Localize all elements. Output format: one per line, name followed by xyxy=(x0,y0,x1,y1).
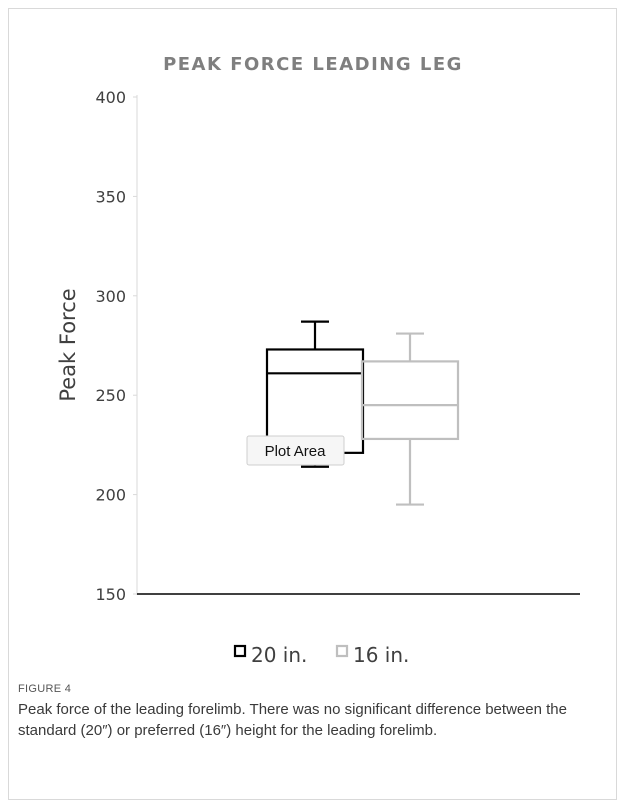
iqr-box xyxy=(360,360,460,441)
y-tick-label: 400 xyxy=(95,88,126,107)
chart: PEAK FORCE LEADING LEG Peak Force 150 200… xyxy=(56,54,580,667)
legend-label: 16 in. xyxy=(353,643,409,667)
figure-frame xyxy=(8,8,617,800)
tooltip-box xyxy=(246,435,345,466)
y-tick-label: 200 xyxy=(95,486,126,505)
legend-swatch xyxy=(233,644,247,658)
plot-area-tooltip: Plot Area xyxy=(246,435,345,466)
legend-swatch xyxy=(335,644,349,658)
caption-text: Peak force of the leading forelimb. Ther… xyxy=(18,701,567,739)
chart-title: PEAK FORCE LEADING LEG xyxy=(163,54,463,75)
y-tick-label: 350 xyxy=(95,187,126,206)
y-tick-label: 250 xyxy=(95,386,126,405)
figure-caption: FIGURE 4 Peak force of the leading forel… xyxy=(18,683,603,741)
y-tick-label: 300 xyxy=(95,287,126,306)
legend: 20 in. 16 in. xyxy=(233,643,409,667)
tooltip-label: Plot Area xyxy=(265,443,327,460)
y-tick-label: 150 xyxy=(95,585,126,604)
figure-label: FIGURE 4 xyxy=(18,683,72,695)
y-axis-title: Peak Force xyxy=(56,288,80,401)
box-plot xyxy=(360,332,460,506)
legend-label: 20 in. xyxy=(251,643,307,667)
